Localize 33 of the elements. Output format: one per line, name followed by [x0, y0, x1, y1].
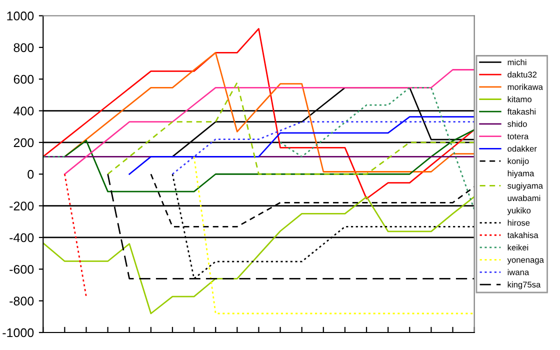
legend-label: odakker	[508, 146, 537, 152]
legend-label: morikawa	[508, 84, 543, 90]
text: hiyama	[508, 170, 534, 178]
y-tick-label: -200	[10, 202, 34, 210]
legend-label: ftakashi	[507, 108, 536, 115]
y-tick-label: -600	[10, 264, 34, 274]
legend-label: daktu32	[508, 71, 537, 78]
text: yukiko	[507, 207, 531, 216]
line-series	[64, 129, 474, 192]
legend-label: hirose	[508, 220, 530, 226]
y-tick-label: 0	[28, 170, 34, 179]
legend-label: king75sa	[508, 281, 541, 290]
line-series	[172, 121, 474, 175]
legend-label: iwana	[508, 269, 530, 276]
y-tick-label: -400	[10, 233, 34, 242]
legend-label: konijo	[508, 158, 529, 166]
y-tick-label: -1000	[2, 328, 34, 338]
y-tick-label: 1000	[7, 12, 34, 20]
legend-label: shido	[508, 120, 527, 127]
y-tick-label: 400	[14, 106, 34, 116]
legend-label: takahisa	[507, 232, 538, 238]
legend-label: yonenaga	[507, 258, 544, 264]
legend-label: keikei	[508, 244, 528, 250]
legend-label: kitamo	[508, 96, 532, 102]
legend-label: totera	[507, 134, 529, 140]
y-tick-label: 800	[14, 43, 34, 52]
y-tick-label: -800	[10, 296, 34, 306]
y-tick-label: 200	[14, 138, 34, 148]
legend-label: michi	[508, 59, 526, 66]
text: uwabami	[508, 194, 540, 202]
legend-label: sugiyama	[508, 182, 543, 190]
y-tick-label: 600	[14, 74, 34, 84]
line-series	[128, 116, 474, 175]
